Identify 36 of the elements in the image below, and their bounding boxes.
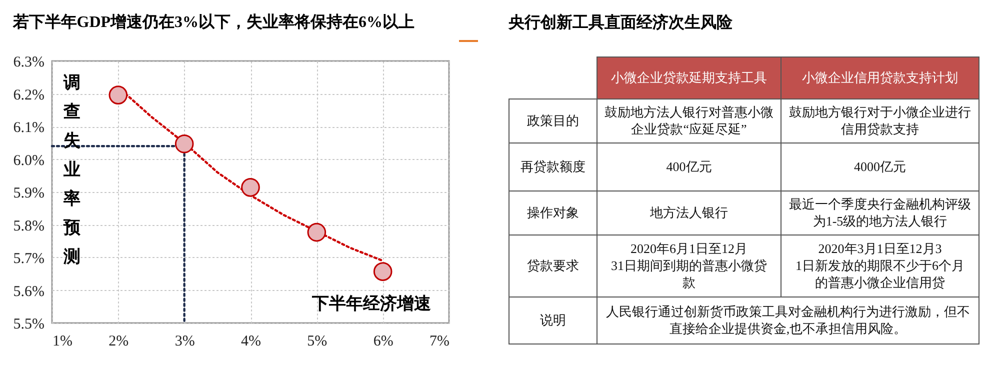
y-tick-label: 6.2%	[13, 87, 44, 104]
text: 鼓励地方银行对于小微企业进行信用贷款支持	[789, 104, 971, 136]
x-tick-label: 6%	[373, 334, 394, 350]
text: 操作对象	[527, 205, 579, 220]
text: 最近一个季度央行金融机构评级为1-5级的地方法人银行	[789, 196, 971, 228]
y-tick-label: 5.5%	[13, 316, 44, 332]
y-axis-title: 调查失业率预测	[62, 73, 82, 266]
y-tick-label: 5.8%	[13, 218, 44, 234]
text: 400亿元	[666, 159, 712, 174]
text: 政策目的	[527, 113, 579, 128]
x-tick-label: 1%	[52, 334, 72, 350]
y-tick-label: 6.1%	[13, 120, 44, 136]
y-tick-label: 6.0%	[13, 152, 44, 169]
x-tick-label: 5%	[307, 334, 328, 350]
y-tick-label: 5.9%	[13, 186, 44, 202]
chart-title: 若下半年GDP增速仍在3%以下，失业率将保持在6%以上	[12, 12, 415, 31]
y-tick-label: 5.6%	[13, 284, 44, 300]
text: 人民银行通过创新货币政策工具对金融机构行为进行激励，但不直接给企业提供资金,也不承担信用风险。	[606, 304, 970, 336]
y-tick-label: 6.3%	[13, 54, 44, 70]
text: 小微企业贷款延期支持工具	[611, 70, 767, 85]
x-tick-label: 2%	[108, 334, 129, 350]
x-tick-label: 3%	[174, 334, 195, 350]
text: 4000亿元	[854, 159, 906, 174]
y-tick-label: 5.7%	[13, 251, 44, 267]
text: 小微企业信用贷款支持计划	[802, 70, 958, 85]
text: 说明	[540, 312, 566, 328]
text: 2020年6月1日至12月31日期间到期的普惠小微贷款	[611, 241, 767, 290]
x-tick-label: 7%	[430, 334, 450, 350]
text: 2020年3月1日至12月31日新发放的期限不少于6个月的普惠小微企业信用贷	[796, 241, 964, 290]
text: 贷款要求	[527, 258, 579, 273]
text: 央行创新工具直面经济次生风险	[508, 14, 734, 32]
x-axis-title: 下半年经济增速	[311, 294, 431, 313]
x-tick-label: 4%	[241, 334, 261, 350]
text: 再贷款额度	[520, 159, 586, 174]
text: 地方法人银行	[649, 205, 728, 220]
text: 鼓励地方法人银行对普惠小微企业贷款“应延尽延”	[604, 104, 774, 136]
